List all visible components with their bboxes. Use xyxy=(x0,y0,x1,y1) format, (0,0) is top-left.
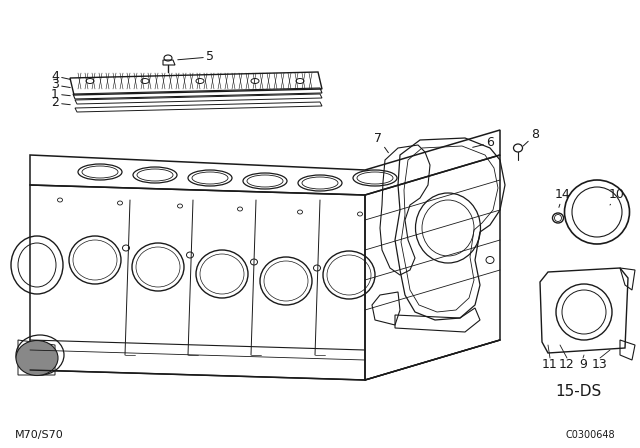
Text: 7: 7 xyxy=(374,132,388,153)
Text: 10: 10 xyxy=(609,189,625,205)
Text: 14: 14 xyxy=(555,189,571,207)
Text: 8: 8 xyxy=(523,129,539,146)
Ellipse shape xyxy=(16,340,58,375)
Text: 3: 3 xyxy=(51,78,70,91)
Text: 4: 4 xyxy=(51,69,70,82)
Text: 13: 13 xyxy=(592,358,608,371)
Text: 12: 12 xyxy=(559,358,575,371)
Text: 11: 11 xyxy=(542,358,558,371)
Text: 15-DS: 15-DS xyxy=(555,384,601,400)
Text: C0300648: C0300648 xyxy=(565,430,614,440)
Text: 5: 5 xyxy=(178,51,214,64)
Text: 1: 1 xyxy=(51,87,70,100)
Text: M70/S70: M70/S70 xyxy=(15,430,64,440)
Text: 9: 9 xyxy=(579,358,587,371)
Text: 6: 6 xyxy=(473,137,494,150)
Text: 2: 2 xyxy=(51,96,70,109)
